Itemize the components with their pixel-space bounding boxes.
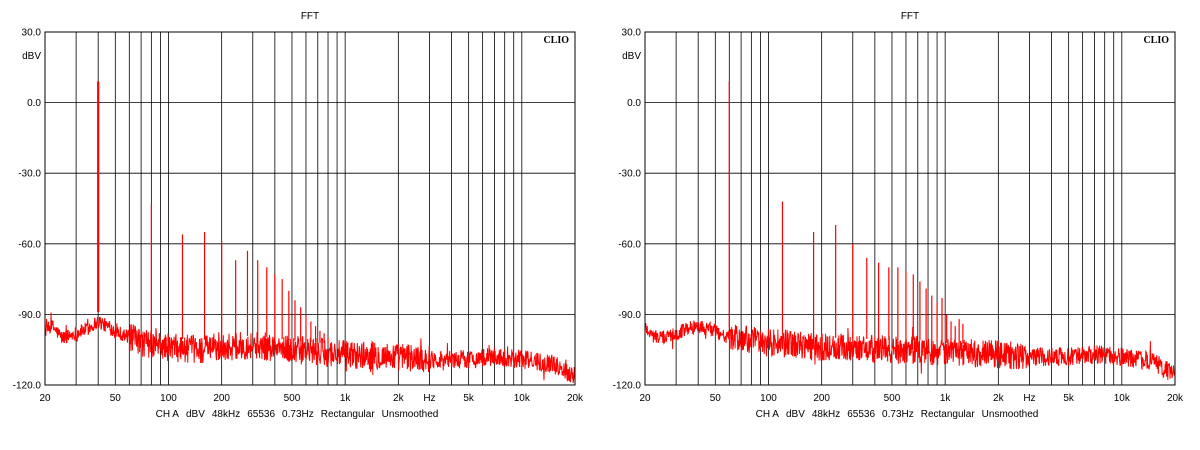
right-footer-settings: CH A dBV 48kHz 65536 0.73Hz Rectangular Unsmoo…	[756, 409, 1039, 420]
left-y-tick-label-0: 30.0	[22, 28, 42, 39]
right-footer-item-6: Unsmoothed	[982, 409, 1039, 420]
right-x-tick-label-1: 50	[710, 393, 722, 404]
right-x-tick-label-5: 1k	[940, 393, 952, 404]
right-y-tick-label-4: -90.0	[618, 310, 641, 321]
right-y-tick-label-2: -30.0	[618, 169, 641, 180]
left-footer-item-2: 48kHz	[212, 409, 240, 420]
fft-chart-right: 30.0 0.0 -30.0 -60.0 -90.0 -120.0 dBV 20 50 100 20…	[600, 0, 1200, 450]
left-y-tick-label-1: 0.0	[27, 98, 41, 109]
right-x-tick-label-8: 5k	[1063, 393, 1075, 404]
left-footer-settings: CH A dBV 48kHz 65536 0.73Hz Rectangular Unsmoo…	[156, 409, 439, 420]
right-y-tick-label-0: 30.0	[622, 28, 642, 39]
left-noise-floor-line	[44, 312, 576, 384]
right-y-tick-label-3: -60.0	[618, 239, 641, 250]
left-x-tick-label-9: 10k	[514, 393, 531, 404]
right-x-tick-label-4: 500	[884, 393, 901, 404]
left-y-tick-label-2: -30.0	[18, 169, 41, 180]
right-x-tick-label-0: 20	[639, 393, 651, 404]
left-x-tick-label-8: 5k	[463, 393, 475, 404]
right-x-tick-label-3: 200	[813, 393, 830, 404]
right-footer-item-1: dBV	[786, 409, 805, 420]
fft-chart-left-svg: 30.0 0.0 -30.0 -60.0 -90.0 -120.0 dBV 20 50 100 20…	[13, 11, 584, 420]
left-x-tick-label-4: 500	[284, 393, 301, 404]
right-plot-area	[645, 32, 1175, 385]
fft-chart-left: 30.0 0.0 -30.0 -60.0 -90.0 -120.0 dBV 20 50 100 20…	[13, 11, 584, 420]
left-x-tick-label-7: Hz	[423, 393, 435, 404]
right-plot-frame	[644, 31, 1176, 386]
right-footer-item-3: 65536	[847, 409, 875, 420]
left-footer-item-4: 0.73Hz	[282, 409, 314, 420]
left-y-tick-label-5: -120.0	[13, 381, 42, 392]
left-x-tick-label-1: 50	[110, 393, 122, 404]
right-chart-title: FFT	[901, 11, 919, 22]
right-footer-item-4: 0.73Hz	[882, 409, 914, 420]
right-footer-item-0: CH A	[756, 409, 780, 420]
left-footer-item-3: 65536	[247, 409, 275, 420]
left-x-tick-label-10: 20k	[567, 393, 584, 404]
left-x-tick-label-2: 100	[160, 393, 177, 404]
left-plot-frame	[44, 31, 576, 386]
left-x-tick-label-5: 1k	[340, 393, 352, 404]
right-x-tick-label-10: 20k	[1167, 393, 1184, 404]
left-footer-item-5: Rectangular	[321, 409, 376, 420]
left-footer-item-6: Unsmoothed	[382, 409, 439, 420]
right-brand-label: CLIO	[1143, 35, 1169, 46]
right-y-tick-label-1: 0.0	[627, 98, 641, 109]
right-trace	[644, 81, 1176, 380]
left-footer-item-0: CH A	[156, 409, 180, 420]
left-y-axis-label: dBV	[22, 51, 41, 62]
right-y-tick-label-5: -120.0	[613, 381, 642, 392]
left-trace	[44, 81, 576, 384]
left-y-tick-label-3: -60.0	[18, 239, 41, 250]
left-x-tick-label-3: 200	[213, 393, 230, 404]
right-noise-floor-line	[644, 320, 1176, 380]
left-y-tick-label-4: -90.0	[18, 310, 41, 321]
left-x-tick-label-6: 2k	[393, 393, 405, 404]
right-footer-item-5: Rectangular	[921, 409, 976, 420]
left-brand-label: CLIO	[543, 35, 569, 46]
right-footer-item-2: 48kHz	[812, 409, 840, 420]
left-footer-item-1: dBV	[186, 409, 205, 420]
right-x-tick-label-2: 100	[760, 393, 777, 404]
fft-chart-right-svg: 30.0 0.0 -30.0 -60.0 -90.0 -120.0 dBV 20 50 100 20…	[613, 11, 1184, 420]
left-x-tick-label-0: 20	[39, 393, 51, 404]
right-x-tick-label-6: 2k	[993, 393, 1005, 404]
right-x-tick-label-9: 10k	[1114, 393, 1131, 404]
left-chart-title: FFT	[301, 11, 319, 22]
right-y-axis-label: dBV	[622, 51, 641, 62]
right-x-tick-label-7: Hz	[1023, 393, 1035, 404]
